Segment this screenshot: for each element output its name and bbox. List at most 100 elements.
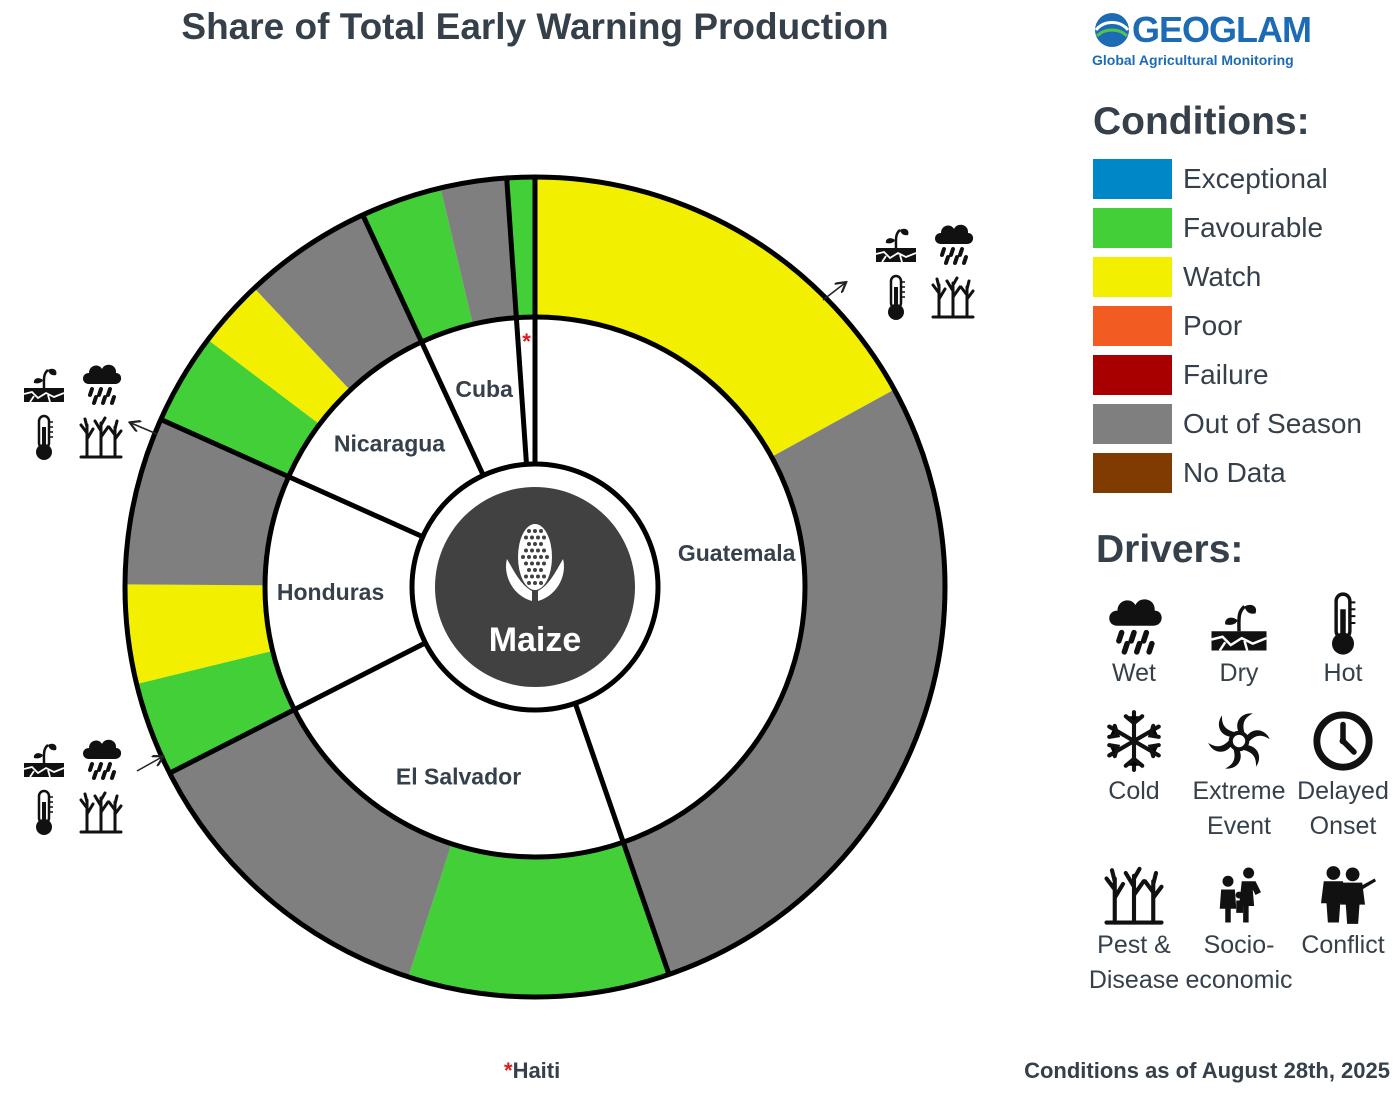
country-label-guatemala: Guatemala [678,540,796,566]
country-sector-cuba [421,317,527,476]
dry-icon [23,743,65,778]
country-label-cuba: Cuba [455,376,513,402]
legend-swatch [1093,404,1172,444]
chart-title: Share of Total Early Warning Production [181,6,889,47]
drivers-heading: Drivers: [1096,528,1244,571]
segment-haiti-favourable [506,177,535,318]
segment-guatemala-watch [535,177,895,457]
haiti-footnote: *Haiti [504,1058,561,1083]
conditions-heading: Conditions: [1093,100,1310,143]
legend-label: Failure [1183,359,1269,390]
geoglam-logo: GEOGLAM Global Agricultural Monitoring [1092,9,1312,72]
globe-icon [1094,13,1130,47]
segment-nicaragua-favourable [160,339,320,477]
segment-nicaragua-out-of-season [254,214,422,391]
pest-disease-icon [931,276,975,319]
segment-el-salvador-favourable [408,842,670,998]
dry-icon [1184,590,1294,656]
hot-icon [888,274,905,320]
country-divider-honduras [168,640,427,776]
driver-hot: Hot [1288,590,1398,691]
legend-swatch [1093,159,1172,199]
driver-delayed-onset: Delayed Onset [1288,708,1398,844]
conditions-date: Conditions as of August 28th, 2025 [1024,1058,1390,1083]
socio-economic-icon [1184,862,1294,928]
driver-label: Cold [1108,777,1160,805]
country-divider-el-salvador [572,702,672,976]
extreme-event-icon [1184,708,1294,774]
conflict-icon [1288,862,1398,928]
driver-pest-disease: Pest & Disease [1079,862,1189,998]
dry-icon [23,368,65,403]
driver-cluster-honduras [23,739,162,835]
segment-honduras-watch [125,584,273,684]
legend-label: Favourable [1183,212,1324,243]
legend-swatch [1093,306,1172,346]
logo-wordmark: GEOGLAM [1132,9,1312,50]
driver-socio-economic: Socio-economic [1184,862,1294,998]
legend-swatch [1093,453,1172,493]
pest-disease-icon [1079,862,1189,928]
driver-label: Socio-economic [1185,931,1293,994]
segment-honduras-favourable [136,650,295,774]
country-sector-honduras [265,476,426,710]
wet-icon [83,364,122,405]
legend-item-poor: Poor [1093,306,1242,346]
driver-cluster-nicaragua [23,364,158,460]
driver-dry: Dry [1184,590,1294,691]
driver-label: Conflict [1301,931,1385,959]
legend-label: Poor [1183,310,1243,341]
country-divider-cuba [360,213,486,477]
segment-nicaragua-watch [207,288,351,425]
driver-label: Wet [1112,659,1156,687]
cold-icon [1079,708,1189,774]
legend-item-exceptional: Exceptional [1093,159,1328,199]
wet-icon [83,739,122,780]
legend-swatch [1093,257,1172,297]
delayed-onset-icon [1288,708,1398,774]
maize-icon [506,524,564,601]
hot-icon [1288,590,1398,656]
driver-label: Delayed Onset [1297,777,1389,840]
driver-extreme-event: Extreme Event [1184,708,1294,844]
pest-disease-icon [79,416,123,459]
legend-item-out-of-season: Out of Season [1093,404,1362,444]
driver-conflict: Conflict [1288,862,1398,963]
dry-icon [875,228,917,263]
driver-arrow-honduras [136,757,162,772]
segment-cuba-favourable [362,188,473,342]
logo-tagline: Global Agricultural Monitoring [1092,52,1294,68]
segment-el-salvador-out-of-season [169,709,452,977]
driver-label: Pest & Disease [1088,931,1180,994]
sunburst-chart: Guatemala El Salvador Honduras Nicaragua Cub… [23,174,975,1000]
pest-disease-icon [79,791,123,834]
legend-label: No Data [1183,457,1286,488]
wet-icon [1079,590,1189,656]
driver-cold: Cold [1079,708,1189,809]
country-sector-guatemala [535,317,805,843]
driver-arrow-nicaragua [131,423,158,435]
segment-cuba-out-of-season [440,177,517,325]
country-label-nicaragua: Nicaragua [334,430,445,456]
driver-label: Hot [1323,659,1363,687]
driver-wet: Wet [1079,590,1189,691]
country-label-el-salvador: El Salvador [396,764,521,790]
country-label-honduras: Honduras [277,579,384,605]
legend-item-no-data: No Data [1093,453,1286,493]
haiti-marker: * [522,329,531,354]
legend-label: Exceptional [1183,163,1328,194]
legend-label: Out of Season [1183,408,1363,439]
hot-icon [36,414,53,460]
country-divider-nicaragua [159,417,424,540]
hot-icon [36,789,53,835]
legend-label: Watch [1183,261,1262,292]
center-label: Maize [489,621,582,659]
wet-icon [935,224,974,265]
legend-swatch [1093,355,1172,395]
legend-item-favourable: Favourable [1093,208,1323,248]
driver-label: Extreme Event [1192,777,1286,840]
driver-arrow-guatemala [822,283,845,301]
legend-swatch [1093,208,1172,248]
legend-item-watch: Watch [1093,257,1261,297]
country-sector-nicaragua [288,341,484,537]
